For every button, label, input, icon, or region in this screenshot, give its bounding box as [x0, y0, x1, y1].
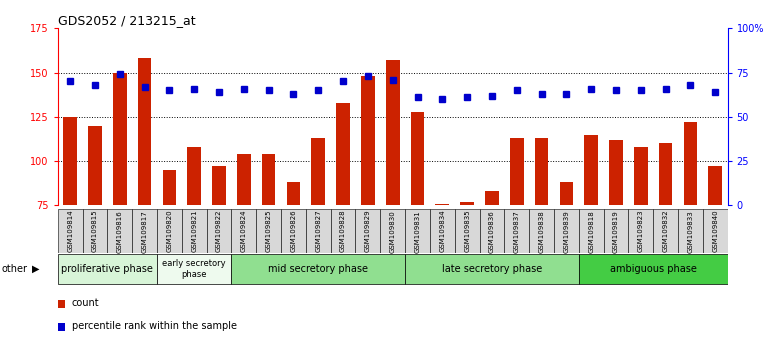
FancyBboxPatch shape	[380, 209, 405, 253]
Text: GSM109815: GSM109815	[92, 210, 98, 252]
Bar	[187, 147, 201, 205]
FancyBboxPatch shape	[157, 209, 182, 253]
Text: GSM109820: GSM109820	[166, 210, 172, 252]
Text: GSM109836: GSM109836	[489, 210, 495, 252]
Bar	[684, 122, 698, 205]
FancyBboxPatch shape	[157, 254, 232, 284]
Text: GSM109828: GSM109828	[340, 210, 346, 252]
Text: ▶: ▶	[32, 264, 40, 274]
Bar	[485, 191, 499, 205]
Bar	[138, 58, 152, 205]
Text: GSM109814: GSM109814	[67, 210, 73, 252]
FancyBboxPatch shape	[330, 209, 356, 253]
Text: GSM109837: GSM109837	[514, 210, 520, 252]
FancyBboxPatch shape	[232, 254, 405, 284]
FancyBboxPatch shape	[703, 209, 728, 253]
FancyBboxPatch shape	[356, 209, 380, 253]
Text: proliferative phase: proliferative phase	[62, 264, 153, 274]
Text: mid secretory phase: mid secretory phase	[268, 264, 368, 274]
Bar	[213, 166, 226, 205]
FancyBboxPatch shape	[653, 209, 678, 253]
FancyBboxPatch shape	[132, 209, 157, 253]
Text: GSM109832: GSM109832	[663, 210, 668, 252]
Bar	[361, 76, 375, 205]
Text: other: other	[2, 264, 28, 274]
Bar	[634, 147, 648, 205]
FancyBboxPatch shape	[232, 209, 256, 253]
Bar	[436, 204, 449, 205]
Text: GSM109838: GSM109838	[538, 210, 544, 252]
FancyBboxPatch shape	[455, 209, 480, 253]
FancyBboxPatch shape	[107, 209, 132, 253]
Text: GSM109827: GSM109827	[315, 210, 321, 252]
FancyBboxPatch shape	[480, 209, 504, 253]
Bar	[410, 112, 424, 205]
FancyBboxPatch shape	[182, 209, 206, 253]
FancyBboxPatch shape	[504, 209, 529, 253]
FancyBboxPatch shape	[405, 254, 579, 284]
Bar	[609, 140, 623, 205]
Text: GSM109840: GSM109840	[712, 210, 718, 252]
Text: GSM109824: GSM109824	[241, 210, 247, 252]
FancyBboxPatch shape	[405, 209, 430, 253]
FancyBboxPatch shape	[306, 209, 330, 253]
Text: GSM109830: GSM109830	[390, 210, 396, 252]
Text: count: count	[72, 298, 99, 308]
Bar	[560, 182, 573, 205]
Text: GSM109833: GSM109833	[688, 210, 694, 252]
Text: GSM109839: GSM109839	[564, 210, 569, 252]
FancyBboxPatch shape	[281, 209, 306, 253]
Text: percentile rank within the sample: percentile rank within the sample	[72, 321, 236, 331]
Bar	[460, 202, 474, 205]
Bar	[659, 143, 672, 205]
Bar	[534, 138, 548, 205]
Text: GSM109825: GSM109825	[266, 210, 272, 252]
Text: GSM109826: GSM109826	[290, 210, 296, 252]
FancyBboxPatch shape	[430, 209, 455, 253]
Text: GSM109821: GSM109821	[191, 210, 197, 252]
Text: GSM109834: GSM109834	[440, 210, 445, 252]
FancyBboxPatch shape	[529, 209, 554, 253]
Bar	[286, 182, 300, 205]
FancyBboxPatch shape	[58, 254, 157, 284]
Bar	[386, 60, 400, 205]
FancyBboxPatch shape	[579, 254, 728, 284]
Bar	[510, 138, 524, 205]
Bar	[336, 103, 350, 205]
FancyBboxPatch shape	[58, 209, 82, 253]
Text: GSM109831: GSM109831	[414, 210, 420, 252]
FancyBboxPatch shape	[604, 209, 628, 253]
Text: GSM109819: GSM109819	[613, 210, 619, 252]
Bar	[584, 135, 598, 205]
Text: GDS2052 / 213215_at: GDS2052 / 213215_at	[58, 14, 196, 27]
Bar	[113, 73, 126, 205]
Bar	[237, 154, 251, 205]
Bar	[162, 170, 176, 205]
Text: late secretory phase: late secretory phase	[442, 264, 542, 274]
Bar	[63, 117, 77, 205]
FancyBboxPatch shape	[82, 209, 107, 253]
Text: GSM109835: GSM109835	[464, 210, 470, 252]
Text: GSM109816: GSM109816	[117, 210, 122, 252]
Bar	[708, 166, 722, 205]
FancyBboxPatch shape	[256, 209, 281, 253]
Bar	[88, 126, 102, 205]
Text: GSM109823: GSM109823	[638, 210, 644, 252]
Text: GSM109829: GSM109829	[365, 210, 371, 252]
Text: ambiguous phase: ambiguous phase	[610, 264, 697, 274]
Bar	[311, 138, 325, 205]
Bar	[262, 154, 276, 205]
FancyBboxPatch shape	[206, 209, 232, 253]
FancyBboxPatch shape	[554, 209, 579, 253]
Text: GSM109818: GSM109818	[588, 210, 594, 252]
FancyBboxPatch shape	[678, 209, 703, 253]
FancyBboxPatch shape	[579, 209, 604, 253]
FancyBboxPatch shape	[628, 209, 653, 253]
Text: early secretory
phase: early secretory phase	[162, 259, 226, 279]
Text: GSM109822: GSM109822	[216, 210, 222, 252]
Text: GSM109817: GSM109817	[142, 210, 148, 252]
